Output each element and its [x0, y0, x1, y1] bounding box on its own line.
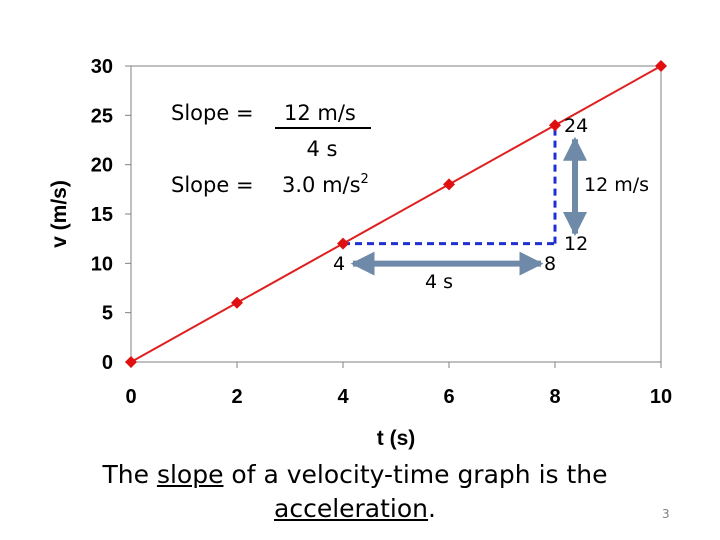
slope-equation-line2: Slope = 3.0 m/s2: [171, 172, 369, 197]
data-point-marker: [443, 178, 455, 191]
x-tick-label: 8: [549, 386, 560, 408]
slope-eq2-prefix: Slope =: [171, 173, 260, 197]
x-tick-label: 0: [125, 386, 136, 408]
y-tick-label: 5: [102, 303, 113, 325]
annotation-12ms: 12 m/s: [584, 174, 649, 196]
x-tick-label: 2: [231, 386, 242, 408]
slope-eq2-value: 3.0 m/s: [282, 173, 361, 197]
data-point-marker: [231, 296, 243, 309]
caption-acceleration-term: acceleration: [274, 494, 429, 523]
velocity-series-line: [130, 65, 662, 363]
x-tick-label: 10: [650, 386, 672, 408]
data-point-marker: [125, 356, 137, 368]
annotation-12: 12: [564, 233, 588, 255]
caption: The slope of a velocity-time graph is th…: [40, 458, 670, 526]
slope-eq1-numerator: 12 m/s: [284, 101, 356, 125]
y-tick-label: 0: [102, 352, 113, 374]
x-axis-label: t (s): [377, 427, 416, 450]
slope-eq2-exponent: 2: [361, 172, 369, 187]
annotation-4s: 4 s: [425, 271, 453, 293]
caption-part2: of a velocity-time graph is the: [223, 460, 608, 489]
caption-part1: The: [102, 460, 157, 489]
x-axis-ticks: 0 2 4 6 8 10: [125, 362, 672, 408]
slope-annotations: [343, 125, 587, 276]
y-axis-label: v (m/s): [48, 180, 71, 248]
y-tick-label: 10: [91, 253, 113, 275]
annotation-24: 24: [564, 115, 588, 137]
annotation-8: 8: [544, 253, 556, 275]
data-point-marker: [655, 60, 667, 72]
caption-part3: .: [428, 494, 436, 523]
y-tick-label: 25: [91, 105, 113, 127]
y-axis-ticks: 0 5 10 15 20 25 30: [91, 56, 131, 374]
y-tick-label: 15: [91, 204, 113, 226]
x-tick-label: 4: [337, 386, 349, 408]
velocity-series-markers: [125, 60, 667, 368]
y-tick-label: 20: [91, 155, 113, 177]
annotation-4: 4: [333, 253, 345, 275]
page-number: 3: [662, 507, 670, 521]
slope-equation-line1: Slope = 12 m/s: [171, 101, 356, 125]
caption-slope-term: slope: [156, 460, 224, 489]
y-tick-label: 30: [91, 56, 113, 78]
slope-eq-denominator: 4 s: [307, 137, 338, 161]
slope-eq1-prefix: Slope =: [171, 101, 260, 125]
data-point-marker: [549, 119, 561, 132]
data-point-marker: [337, 237, 349, 250]
x-tick-label: 6: [443, 386, 454, 408]
